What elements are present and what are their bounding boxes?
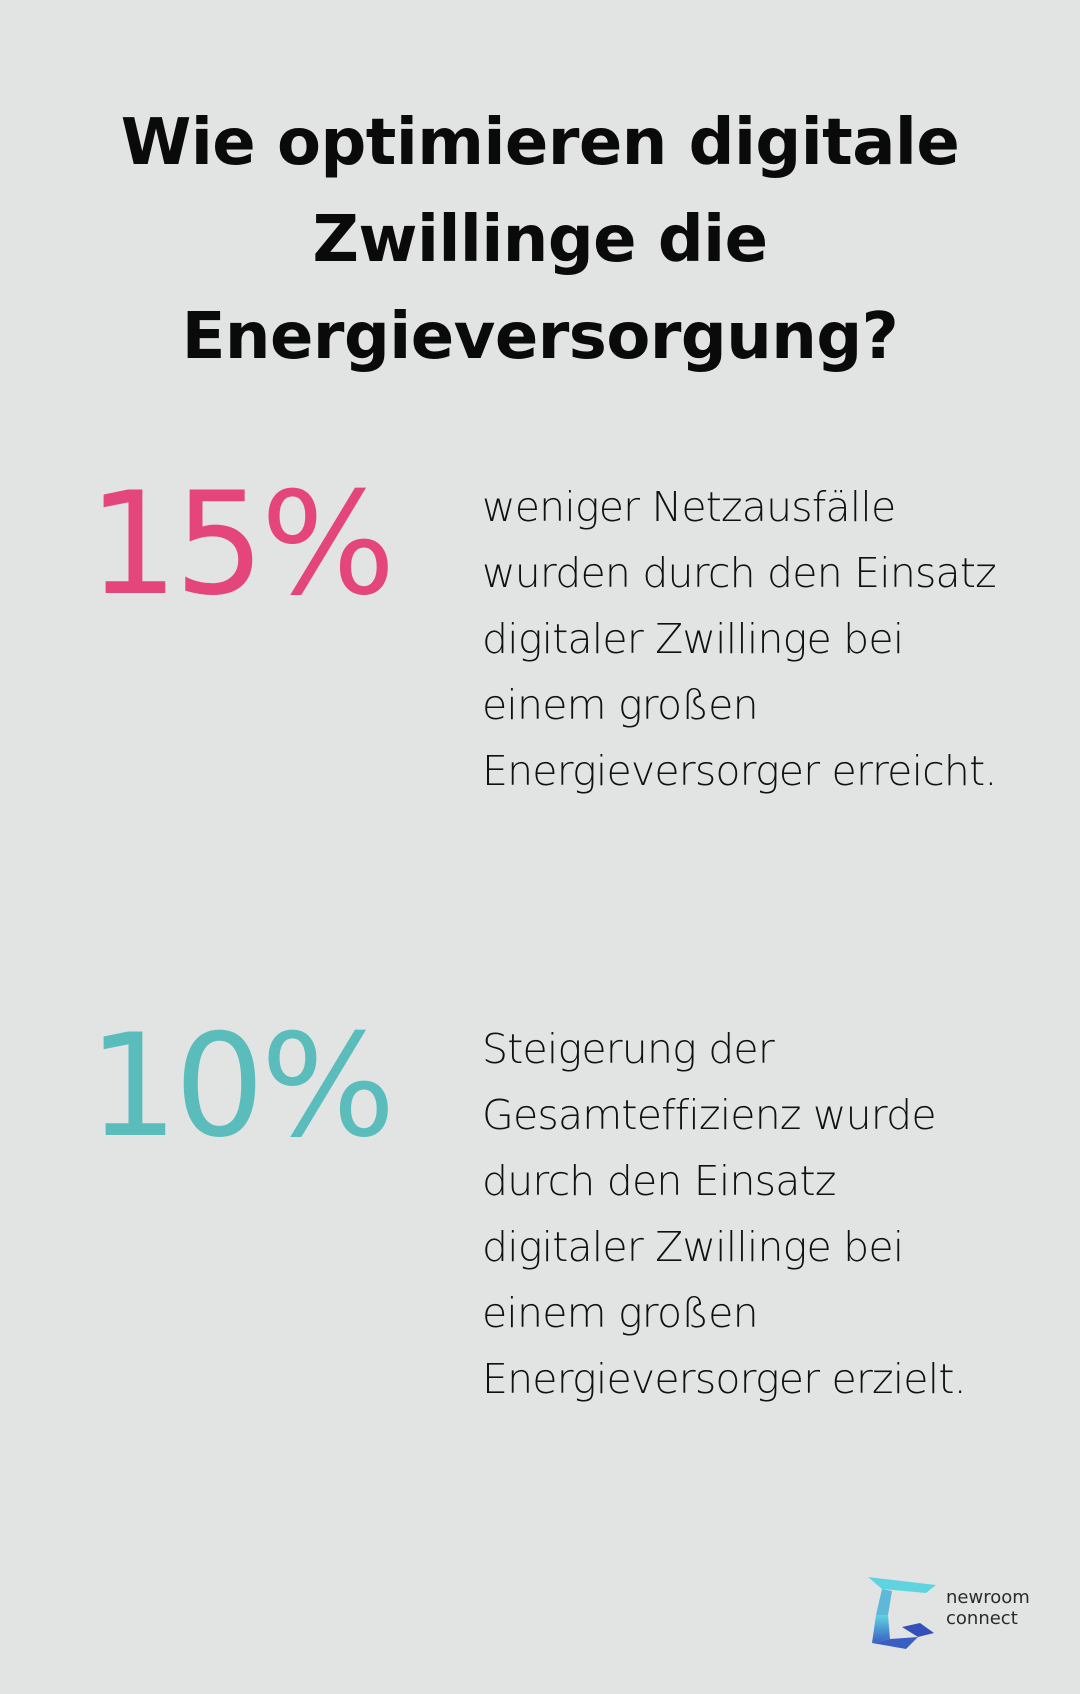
- logo-line-1: newroom: [946, 1587, 1030, 1608]
- logo-line-2: connect: [946, 1608, 1018, 1629]
- page-title: Wie optimieren digitale Zwillinge die En…: [120, 106, 960, 374]
- newroom-connect-logo-icon: [868, 1577, 936, 1649]
- stat-value: 15%: [88, 462, 396, 627]
- stat-description: weniger Netzausfälle wurden durch den Ei…: [482, 483, 997, 795]
- logo-wordmark: newroom connect: [946, 1587, 1030, 1629]
- stat-description: Steigerung der Gesamteffizienz wurde dur…: [482, 1025, 967, 1403]
- stat-value: 10%: [88, 1004, 396, 1169]
- brand-logo: newroom connect: [868, 1577, 1038, 1651]
